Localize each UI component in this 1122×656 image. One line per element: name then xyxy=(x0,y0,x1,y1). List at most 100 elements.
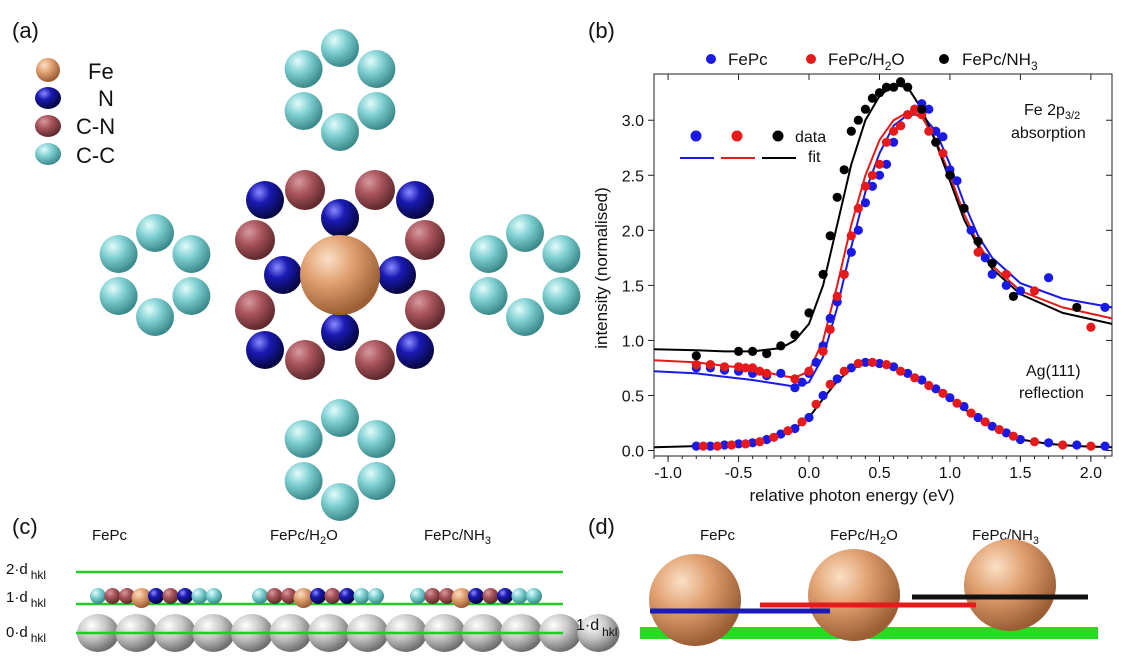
legend-label-fepc-nh3: FePc/NH3 xyxy=(962,50,1038,73)
cc-atom xyxy=(136,298,174,336)
legend-label-cn: C-N xyxy=(76,114,115,139)
x-axis-label: relative photon energy (eV) xyxy=(749,486,954,505)
data-point xyxy=(924,380,934,391)
data-point xyxy=(790,383,800,393)
data-point xyxy=(825,313,835,323)
data-point xyxy=(874,88,885,98)
y-tick-label: 2.5 xyxy=(622,168,644,185)
data-point xyxy=(818,346,828,356)
x-tick-label: 1.0 xyxy=(939,465,961,482)
cc-atom xyxy=(284,92,323,130)
data-point xyxy=(910,373,920,383)
data-point xyxy=(846,126,856,136)
x-tick-label: 0.0 xyxy=(798,465,820,482)
data-point xyxy=(1008,431,1019,441)
data-point xyxy=(881,360,892,370)
panel-c-title-fepc: FePc xyxy=(92,527,128,544)
molecule-atom xyxy=(451,588,472,608)
data-point xyxy=(945,170,955,180)
annotation-absorption: absorption xyxy=(1011,125,1086,142)
side-view-scene xyxy=(76,570,620,652)
data-point xyxy=(846,247,856,257)
data-point xyxy=(776,429,786,439)
molecule-atom xyxy=(410,588,426,604)
data-point xyxy=(874,170,885,180)
data-point xyxy=(719,440,730,450)
data-point xyxy=(839,165,849,175)
molecule-atom xyxy=(468,588,484,604)
data-point xyxy=(1072,440,1082,450)
data-point xyxy=(889,362,899,372)
molecule-atom xyxy=(162,588,179,604)
molecule-atom xyxy=(206,588,222,604)
data-point xyxy=(938,388,948,398)
cc-atom xyxy=(357,420,396,458)
data-point xyxy=(839,366,849,376)
data-point xyxy=(867,170,878,180)
molecule-atom xyxy=(310,588,326,604)
data-point xyxy=(755,366,765,376)
n-atom xyxy=(321,199,359,237)
n-atom xyxy=(246,331,284,369)
data-point xyxy=(1100,302,1110,312)
data-point xyxy=(762,368,772,378)
data-point xyxy=(762,349,772,359)
data-point xyxy=(938,132,948,142)
molecule-atom xyxy=(119,588,135,604)
cn-atom xyxy=(285,170,325,210)
cc-atom xyxy=(172,235,211,273)
legend-a: Fe N C-N C-C xyxy=(35,58,115,168)
data-point xyxy=(910,104,920,114)
legend-b-top: FePc FePc/H2O FePc/NH3 xyxy=(706,50,1038,73)
molecule-atom xyxy=(191,588,208,604)
cn-atom xyxy=(355,340,395,380)
panel-d-title-fepc: FePc xyxy=(700,527,736,544)
data-point xyxy=(734,362,744,372)
data-point xyxy=(797,377,807,387)
cc-atom xyxy=(284,50,323,88)
data-point xyxy=(1072,302,1082,312)
data-point xyxy=(860,357,871,367)
fe-sphere xyxy=(808,549,900,641)
data-point xyxy=(966,408,976,418)
data-point xyxy=(938,148,948,158)
series-line xyxy=(653,111,1113,379)
data-point xyxy=(811,399,821,409)
inner-legend-dot-h2o xyxy=(731,130,743,142)
panel-c-title-h2o: FePc/H2O xyxy=(270,527,338,547)
data-point xyxy=(952,398,962,408)
data-point xyxy=(748,346,758,356)
data-point xyxy=(987,269,997,279)
data-point xyxy=(1015,434,1025,445)
x-tick-label: -1.0 xyxy=(654,465,682,482)
plot-area: -1.0 -0.5 0.0 0.5 1.0 1.5 2.0 0.0 0.5 1.0 1.5 2.0 2.… xyxy=(622,73,1113,482)
data-point xyxy=(903,110,913,120)
data-point xyxy=(973,412,983,423)
data-point xyxy=(1029,437,1040,447)
data-point xyxy=(818,269,828,279)
data-point xyxy=(952,176,962,186)
level-label-0d: 0·d hkl xyxy=(6,624,46,645)
molecule-atom xyxy=(90,588,106,604)
molecule-atom xyxy=(482,588,499,604)
data-point xyxy=(1029,286,1040,296)
n-atom xyxy=(396,181,434,219)
molecule-atom xyxy=(353,588,370,604)
data-point xyxy=(1001,269,1011,279)
data-point xyxy=(959,401,969,412)
data-point xyxy=(741,363,751,373)
data-point xyxy=(755,437,765,447)
data-point xyxy=(698,441,708,451)
data-point xyxy=(853,203,863,213)
x-tick-label: -0.5 xyxy=(725,465,753,482)
data-point xyxy=(1058,440,1068,450)
data-point xyxy=(889,137,899,147)
annotation-reflection: reflection xyxy=(1019,385,1084,402)
data-point xyxy=(846,231,856,241)
data-point xyxy=(1086,441,1096,451)
molecule-atom xyxy=(439,588,455,604)
data-point xyxy=(1044,438,1054,448)
data-point xyxy=(924,104,934,114)
data-point xyxy=(705,441,716,451)
